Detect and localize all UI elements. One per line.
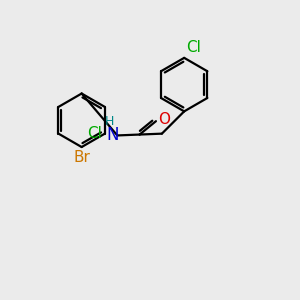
Text: Cl: Cl: [187, 40, 201, 56]
Text: H: H: [105, 115, 115, 128]
Text: Cl: Cl: [88, 126, 102, 141]
Text: Br: Br: [73, 150, 90, 165]
Text: O: O: [158, 112, 170, 127]
Text: N: N: [106, 126, 119, 144]
